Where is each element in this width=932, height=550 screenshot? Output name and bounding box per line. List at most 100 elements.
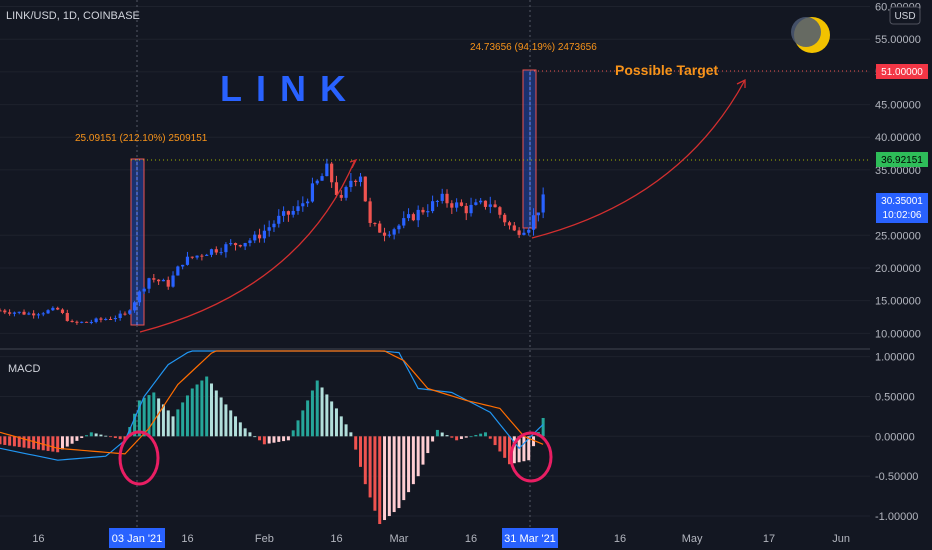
candle-body xyxy=(142,288,146,292)
histogram-bar xyxy=(185,395,189,437)
histogram-bar xyxy=(349,432,353,437)
last-price-badge: 30.35001 10:02:06 xyxy=(876,193,928,223)
histogram-bar xyxy=(296,420,300,437)
histogram-bar xyxy=(99,434,103,437)
candle-body xyxy=(267,227,271,231)
candle-body xyxy=(248,240,252,244)
candle-body xyxy=(94,318,98,322)
histogram-bar xyxy=(469,436,473,438)
macd-tick-label: 1.00000 xyxy=(875,352,915,364)
candle-body xyxy=(421,209,425,213)
histogram-bar xyxy=(12,436,16,447)
candle-body xyxy=(166,279,170,287)
histogram-bar xyxy=(253,436,257,438)
candle-body xyxy=(157,279,161,282)
time-axis-ticks: 16 16 Feb 16 Mar 16 16 May 17 Jun xyxy=(32,533,850,545)
time-highlight-left: 03 Jan '21 xyxy=(109,528,165,548)
candle-body xyxy=(3,310,7,313)
candle-body xyxy=(315,180,319,184)
histogram-bar xyxy=(219,397,223,437)
histogram-bar xyxy=(373,436,377,511)
time-axis-panel[interactable] xyxy=(0,528,932,550)
histogram-bar xyxy=(315,380,319,437)
candle-body xyxy=(147,278,151,289)
price-tick-label: 15.00000 xyxy=(875,296,921,308)
histogram-bar xyxy=(142,397,146,437)
price-tick-label: 10.00000 xyxy=(875,328,921,340)
histogram-bar xyxy=(532,436,536,447)
histogram-bar xyxy=(431,436,435,442)
candle-body xyxy=(330,163,334,183)
candle-body xyxy=(229,243,233,245)
histogram-bar xyxy=(70,436,74,444)
target-price-badge: 51.00000 xyxy=(876,64,928,79)
crossover-circle-left xyxy=(118,430,160,486)
histogram-bar xyxy=(89,432,93,437)
time-tick-label: May xyxy=(682,533,703,545)
histogram-bar xyxy=(243,428,247,437)
candle-body xyxy=(368,201,372,223)
time-tick-label: 16 xyxy=(614,533,626,545)
candle-body xyxy=(205,254,209,256)
price-axis-panel[interactable] xyxy=(870,0,932,528)
histogram-bar xyxy=(234,416,238,437)
histogram-bar xyxy=(455,436,459,441)
candle-body xyxy=(378,223,382,233)
candle-body xyxy=(527,229,531,233)
histogram-bar xyxy=(85,435,89,437)
candle-body xyxy=(190,256,194,258)
histogram-bar xyxy=(27,436,31,449)
histogram-bar xyxy=(229,410,233,437)
candle-body xyxy=(41,313,45,315)
macd-axis-ticks: 1.00000 0.50000 0.00000 -0.50000 -1.00000 xyxy=(875,352,918,523)
candle-body xyxy=(397,225,401,230)
candle-body xyxy=(118,313,122,319)
candle-body xyxy=(128,310,132,314)
candle-body xyxy=(522,232,526,235)
candle-body xyxy=(469,204,473,214)
histogram-bar xyxy=(522,436,526,462)
histogram-bar xyxy=(407,436,411,493)
candle-body xyxy=(60,309,65,313)
candle-body xyxy=(99,318,103,320)
histogram-bar xyxy=(282,436,286,442)
candle-body xyxy=(459,202,464,206)
measure-right-label: 24.73656 (94.19%) 2473656 xyxy=(470,42,597,53)
histogram-bar xyxy=(387,436,391,517)
histogram-bar xyxy=(411,436,415,485)
histogram-bar xyxy=(171,416,175,437)
currency-button[interactable]: USD xyxy=(889,6,921,25)
candle-body xyxy=(152,278,156,280)
candle-body xyxy=(503,214,507,223)
candle-body xyxy=(65,312,69,321)
candle-body xyxy=(301,203,305,207)
candle-body xyxy=(277,215,281,224)
histogram-bar xyxy=(416,436,420,477)
candle-body xyxy=(123,313,127,315)
time-tick-label: Jun xyxy=(832,533,850,545)
candle-body xyxy=(291,210,295,215)
candle-body xyxy=(479,200,483,203)
candle-body xyxy=(233,243,238,246)
candle-body xyxy=(306,201,310,204)
candle-body xyxy=(450,203,454,208)
histogram-bar xyxy=(483,432,487,437)
macd-tick-label: 0.00000 xyxy=(875,431,915,443)
histogram-bar xyxy=(354,436,358,450)
time-highlight-right-label: 31 Mar '21 xyxy=(504,533,556,545)
histogram-bar xyxy=(512,436,516,464)
candle-body xyxy=(435,200,440,202)
candle-body xyxy=(334,182,339,196)
candle-body xyxy=(344,187,348,198)
histogram-bar xyxy=(209,383,213,437)
candle-body xyxy=(137,291,141,303)
candle-body xyxy=(108,318,113,320)
candle-body xyxy=(373,222,377,224)
candle-body xyxy=(200,255,204,257)
histogram-bar xyxy=(368,436,372,498)
candle-body xyxy=(349,180,353,188)
candle-body xyxy=(426,211,430,213)
high-price-badge: 36.92151 xyxy=(876,152,928,167)
